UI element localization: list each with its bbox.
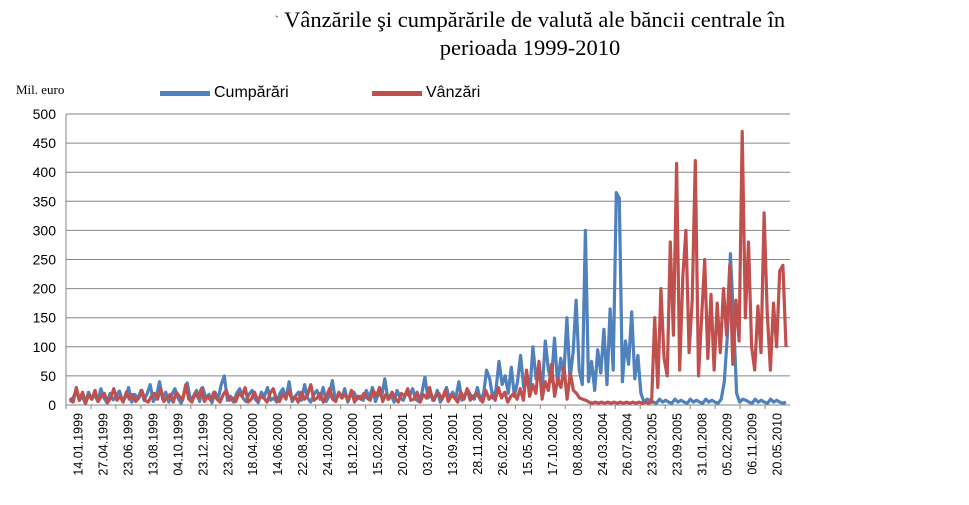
x-tick-label: 22.08.2000 [296,413,310,476]
x-tick-label: 20.04.2001 [396,413,410,476]
chart-title: ` Vânzările şi cumpărările de valută ale… [150,6,910,62]
legend-swatch-cumparari [160,90,210,96]
series-line-vanzari [68,129,788,405]
x-tick-label: 23.12.1999 [196,413,210,476]
title-line-2: perioada 1999-2010 [439,35,621,60]
x-tick-label: 28.11.2001 [471,413,485,475]
x-tick-label: 15.05.2002 [521,413,535,476]
legend-label-cumparari: Cumpărări [214,84,289,101]
y-tick-label: 300 [33,222,57,238]
x-tick-label: 13.08.1999 [146,413,160,476]
legend-label-vanzari: Vânzări [426,84,481,101]
y-tick-label: 100 [33,339,57,355]
x-tick-label: 03.07.2001 [421,413,435,476]
x-tick-label: 05.02.2009 [721,413,735,476]
y-tick-label: 350 [33,193,57,209]
x-tick-label: 26.02.2002 [496,413,510,476]
legend-item-vanzari: Vânzări [372,84,480,102]
y-tick-label: 50 [40,368,56,384]
x-tick-label: 26.07.2004 [621,413,635,476]
x-tick-label: 23.02.2000 [221,413,235,476]
x-tick-label: 04.10.1999 [171,413,185,476]
x-tick-label: 31.01.2008 [696,413,710,476]
x-tick-label: 14.06.2000 [271,413,285,476]
title-line-1: Vânzările şi cumpărările de valută ale b… [284,7,786,32]
x-tick-label: 23.03.2005 [646,413,660,476]
legend-swatch-vanzari [372,90,422,96]
x-tick-label: 18.12.2000 [346,413,360,476]
y-tick-label: 450 [33,135,57,151]
x-tick-label: 27.04.1999 [96,413,110,476]
title-mark: ` [274,13,279,27]
x-tick-label: 24.10.2000 [321,413,335,476]
x-tick-label: 13.09.2001 [446,413,460,476]
y-tick-label: 150 [33,310,57,326]
x-tick-label: 20.05.2010 [771,413,785,476]
x-tick-label: 15.02.2001 [371,413,385,476]
y-tick-label: 0 [48,397,56,413]
x-tick-label: 06.11.2009 [746,413,760,475]
x-tick-label: 23.06.1999 [121,413,135,476]
x-tick-label: 23.09.2005 [671,413,685,476]
x-tick-label: 24.03.2004 [596,413,610,476]
y-axis-unit-label: Mil. euro [16,82,65,97]
y-tick-label: 500 [33,106,57,122]
x-tick-label: 14.01.1999 [71,413,85,476]
legend-item-cumparari: Cumpărări [160,84,289,102]
y-tick-label: 250 [33,252,57,268]
x-tick-label: 17.10.2002 [546,413,560,476]
y-tick-label: 200 [33,281,57,297]
x-tick-label: 08.08.2003 [571,413,585,476]
x-tick-label: 18.04.2000 [246,413,260,476]
y-tick-label: 400 [33,164,57,180]
